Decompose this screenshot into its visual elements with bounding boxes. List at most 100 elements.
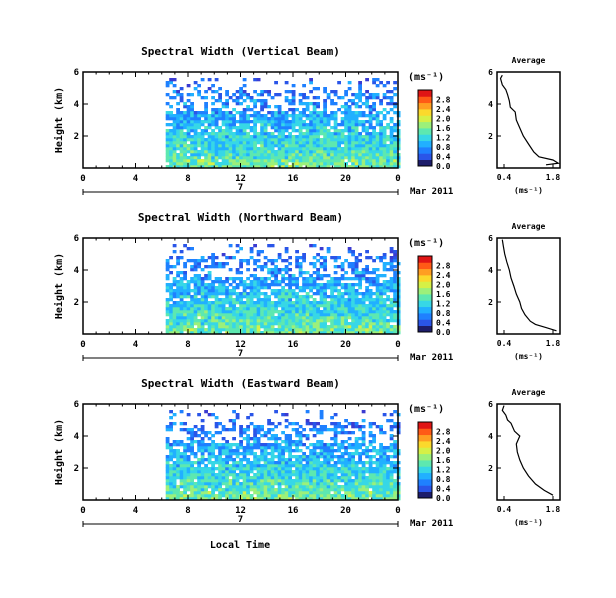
heatmap-cell bbox=[358, 105, 362, 109]
heatmap-cell bbox=[225, 99, 229, 103]
heatmap-cell bbox=[326, 313, 331, 317]
heatmap-cell bbox=[361, 479, 366, 483]
heatmap-cell bbox=[176, 147, 180, 151]
heatmap-cell bbox=[295, 129, 299, 133]
heatmap-cell bbox=[235, 482, 240, 486]
heatmap-cell bbox=[190, 153, 194, 157]
heatmap-cell bbox=[256, 265, 261, 269]
heatmap-cell bbox=[386, 156, 390, 160]
heatmap-cell bbox=[165, 331, 170, 335]
heatmap-cell bbox=[228, 165, 233, 169]
heatmap-cell bbox=[186, 144, 191, 148]
heatmap-cell bbox=[197, 440, 201, 444]
heatmap-cell bbox=[305, 319, 310, 323]
heatmap-cell bbox=[274, 120, 278, 124]
heatmap-cell bbox=[326, 295, 331, 299]
heatmap-cell bbox=[221, 310, 226, 314]
heatmap-cell bbox=[347, 464, 352, 468]
heatmap-cell bbox=[218, 473, 222, 477]
y-tick-label: 2 bbox=[74, 298, 79, 308]
heatmap-cell bbox=[291, 491, 296, 495]
heatmap-cell bbox=[365, 491, 369, 495]
heatmap-cell bbox=[312, 494, 317, 498]
heatmap-cell bbox=[218, 304, 222, 308]
heatmap-cell bbox=[347, 138, 352, 142]
heatmap-cell bbox=[228, 126, 233, 130]
heatmap-cell bbox=[386, 111, 390, 115]
heatmap-cell bbox=[228, 120, 233, 124]
heatmap-cell bbox=[389, 147, 394, 151]
heatmap-cell bbox=[302, 102, 306, 106]
heatmap-cell bbox=[225, 316, 229, 320]
heatmap-cell bbox=[389, 319, 394, 323]
heatmap-cell bbox=[305, 434, 310, 438]
heatmap-cell bbox=[204, 147, 208, 151]
heatmap-cell bbox=[393, 446, 397, 450]
heatmap-cell bbox=[333, 132, 338, 136]
heatmap-cell bbox=[169, 81, 173, 85]
heatmap-cell bbox=[382, 147, 387, 151]
heatmap-cell bbox=[288, 455, 292, 459]
heatmap-cell bbox=[256, 322, 261, 326]
heatmap-cell bbox=[389, 497, 394, 501]
y-tick-label: 4 bbox=[74, 432, 80, 442]
heatmap-cell bbox=[183, 126, 187, 130]
heatmap-cell bbox=[246, 428, 250, 432]
heatmap-cell bbox=[260, 304, 264, 308]
heatmap-cell bbox=[221, 117, 226, 121]
heatmap-cell bbox=[330, 117, 334, 121]
heatmap-cell bbox=[225, 102, 229, 106]
heatmap-cell bbox=[295, 476, 299, 480]
heatmap-cell bbox=[298, 425, 303, 429]
colorbar-band bbox=[418, 153, 432, 161]
heatmap-cell bbox=[281, 482, 285, 486]
heatmap-cell bbox=[288, 422, 292, 426]
heatmap-cell bbox=[218, 455, 222, 459]
heatmap-cell bbox=[193, 129, 198, 133]
colorbar-tick-label: 0.0 bbox=[436, 494, 451, 503]
heatmap-cell bbox=[211, 310, 215, 314]
heatmap-cell bbox=[295, 117, 299, 121]
heatmap-cell bbox=[260, 307, 264, 311]
heatmap-cell bbox=[340, 265, 345, 269]
heatmap-cell bbox=[365, 295, 369, 299]
heatmap-cell bbox=[288, 304, 292, 308]
heatmap-cell bbox=[172, 476, 177, 480]
heatmap-cell bbox=[260, 165, 264, 169]
heatmap-cell bbox=[253, 274, 257, 278]
heatmap-cell bbox=[281, 132, 285, 136]
heatmap-cell bbox=[284, 443, 289, 447]
heatmap-cell bbox=[270, 162, 275, 166]
heatmap-cell bbox=[207, 265, 212, 269]
heatmap-cell bbox=[193, 283, 198, 287]
heatmap-cell bbox=[386, 467, 390, 471]
heatmap-cell bbox=[249, 437, 254, 441]
heatmap-cell bbox=[277, 479, 282, 483]
heatmap-cell bbox=[298, 494, 303, 498]
heatmap-cell bbox=[214, 292, 219, 296]
heatmap-cell bbox=[354, 135, 359, 139]
heatmap-cell bbox=[172, 325, 177, 329]
heatmap-cell bbox=[372, 488, 376, 492]
heatmap-cell bbox=[344, 292, 348, 296]
heatmap-cell bbox=[330, 156, 334, 160]
heatmap-cell bbox=[169, 446, 173, 450]
heatmap-cell bbox=[312, 331, 317, 335]
heatmap-cell bbox=[197, 301, 201, 305]
heatmap-cell bbox=[298, 295, 303, 299]
heatmap-cell bbox=[316, 304, 320, 308]
heatmap-cell bbox=[246, 292, 250, 296]
colorbar-tick-label: 2.8 bbox=[436, 428, 451, 437]
heatmap-cell bbox=[176, 488, 180, 492]
heatmap-cell bbox=[183, 491, 187, 495]
heatmap-cell bbox=[239, 262, 243, 266]
heatmap-cell bbox=[193, 159, 198, 163]
heatmap-cell bbox=[382, 93, 387, 97]
heatmap-cell bbox=[225, 295, 229, 299]
heatmap-cell bbox=[197, 413, 201, 417]
colorbar-band bbox=[418, 256, 432, 263]
heatmap-cell bbox=[298, 316, 303, 320]
heatmap-cell bbox=[298, 497, 303, 501]
heatmap-cell bbox=[361, 138, 366, 142]
heatmap-cell bbox=[197, 319, 201, 323]
